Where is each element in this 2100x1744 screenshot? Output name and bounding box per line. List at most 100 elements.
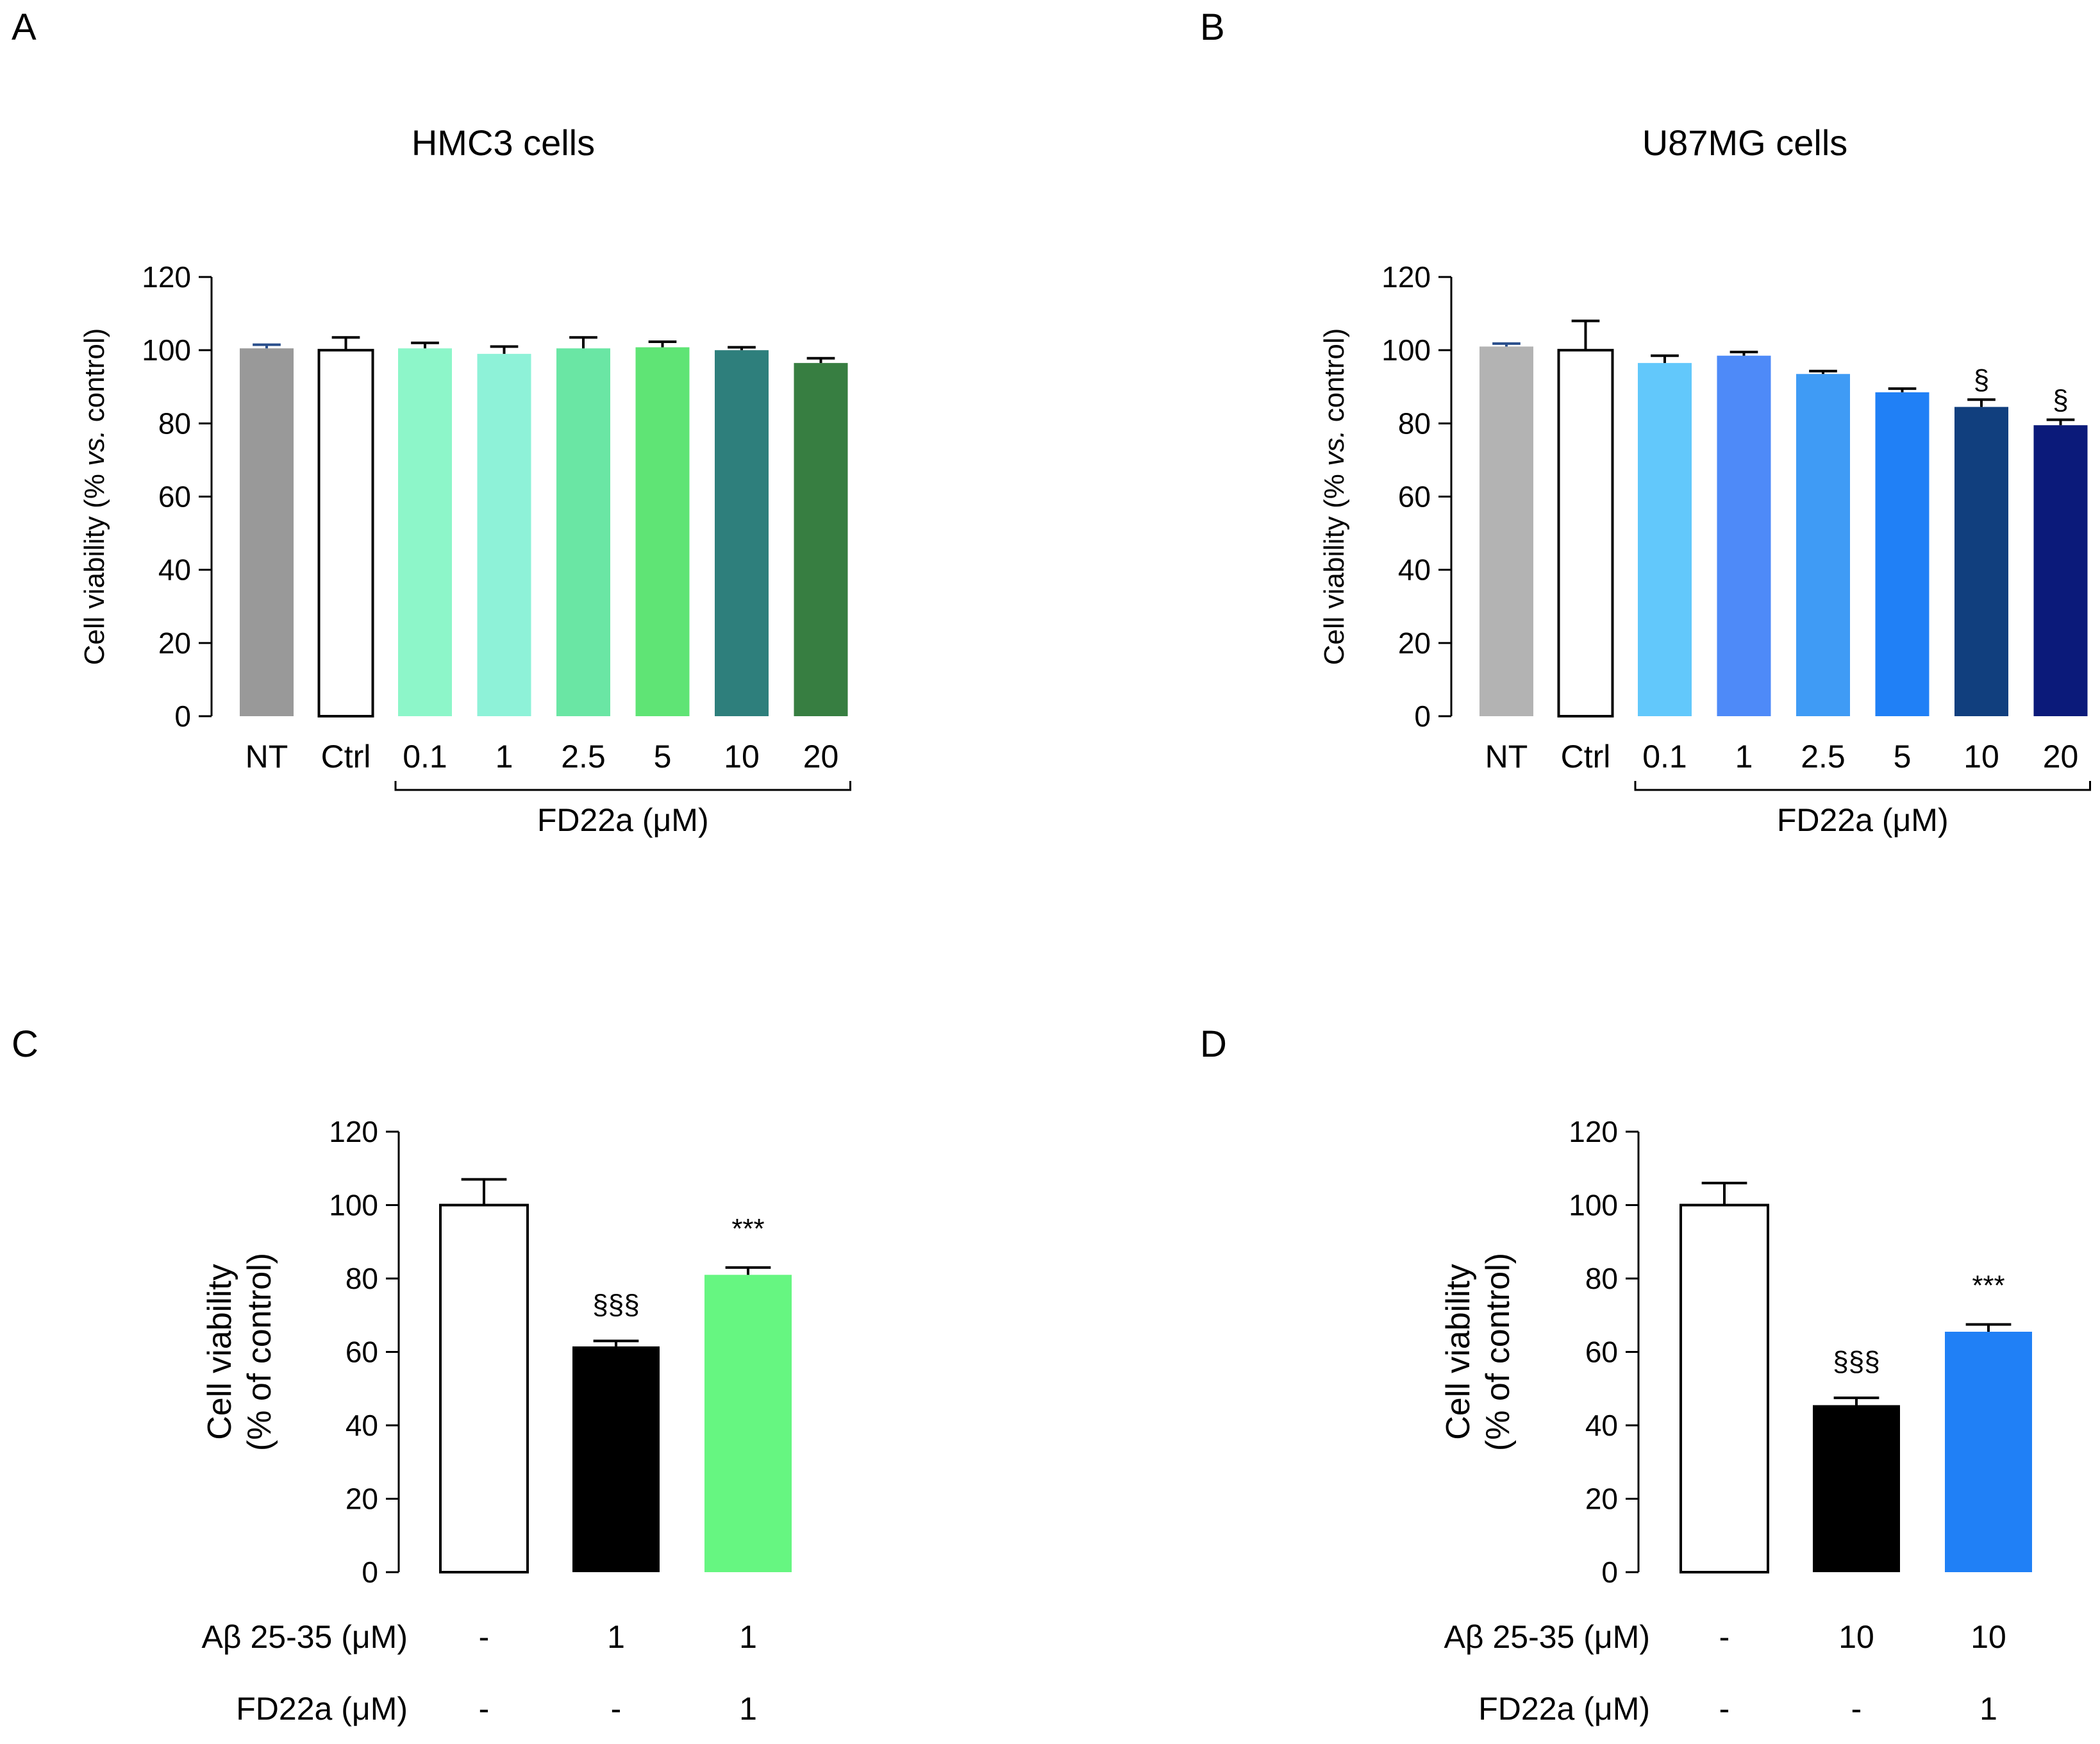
x-tick-label: 0.1 xyxy=(403,739,447,775)
chart-b: U87MG cells 0 20 40 60 80 100 120 Cell viability… xyxy=(1319,122,2091,838)
group-bracket-label: FD22a (μM) xyxy=(1777,802,1949,838)
y-axis-label-part: vs. xyxy=(1319,430,1350,466)
x-tick-label: 1 xyxy=(1735,739,1753,775)
bar xyxy=(1813,1405,1900,1572)
panel-label-c: C xyxy=(12,1023,38,1065)
y-tick-label: 60 xyxy=(1585,1336,1618,1369)
y-tick-label: 20 xyxy=(1585,1482,1618,1516)
bar xyxy=(556,348,610,716)
y-axis-label-line: Cell viability xyxy=(201,1264,238,1440)
y-axis-label-part: control) xyxy=(79,328,110,430)
panel-label-b: B xyxy=(1200,6,1225,48)
y-tick-label: 60 xyxy=(158,480,191,514)
y-tick-label: 80 xyxy=(158,407,191,440)
y-tick-label: 80 xyxy=(346,1262,378,1295)
bar xyxy=(1717,355,1771,716)
treatment-row-label: FD22a (μM) xyxy=(1478,1691,1650,1727)
significance-label: §§§ xyxy=(592,1289,639,1320)
y-axis-label-line: (% of control) xyxy=(241,1253,278,1451)
bar xyxy=(1954,407,2008,716)
y-axis-label-line: Cell viability xyxy=(1440,1264,1477,1440)
y-axis-label-part: vs. xyxy=(79,430,110,466)
significance-label: *** xyxy=(1972,1270,2004,1302)
panel-label-d: D xyxy=(1200,1023,1227,1065)
bar xyxy=(398,348,452,716)
y-tick-label: 40 xyxy=(1398,553,1431,587)
y-tick-label: 0 xyxy=(1601,1555,1618,1589)
y-tick-label: 20 xyxy=(158,626,191,660)
bar xyxy=(635,347,690,716)
treatment-row-value: 1 xyxy=(607,1619,625,1655)
x-tick-label: 1 xyxy=(496,739,513,775)
y-tick-label: 20 xyxy=(346,1482,378,1516)
bar xyxy=(240,348,294,716)
bar xyxy=(1796,374,1850,716)
bar xyxy=(1638,363,1692,716)
treatment-row-value: - xyxy=(611,1691,622,1727)
bar xyxy=(704,1275,792,1572)
x-tick-label: 10 xyxy=(724,739,760,775)
group-bracket-label: FD22a (μM) xyxy=(537,802,709,838)
treatment-row-value: - xyxy=(1851,1691,1862,1727)
y-tick-label: 100 xyxy=(1381,333,1431,367)
y-tick-label: 100 xyxy=(142,333,191,367)
chart-title: U87MG cells xyxy=(1642,122,1848,163)
y-axis-label: Cell viability (% vs. control) xyxy=(1319,328,1350,666)
x-tick-label: 10 xyxy=(1963,739,1999,775)
x-tick-label: 20 xyxy=(803,739,839,775)
panel-label-a: A xyxy=(12,6,37,48)
y-tick-label: 80 xyxy=(1398,407,1431,440)
treatment-row-value: - xyxy=(1719,1691,1730,1727)
y-tick-label: 40 xyxy=(346,1409,378,1442)
y-tick-label: 120 xyxy=(1569,1115,1618,1148)
y-tick-label: 0 xyxy=(362,1555,378,1589)
y-tick-label: 60 xyxy=(346,1336,378,1369)
y-tick-label: 120 xyxy=(329,1115,378,1148)
treatment-row-value: - xyxy=(479,1691,490,1727)
y-tick-label: 100 xyxy=(329,1189,378,1222)
treatment-row-value: 10 xyxy=(1838,1619,1874,1655)
group-bracket xyxy=(394,781,851,791)
bar xyxy=(794,363,848,716)
treatment-row-value: - xyxy=(479,1619,490,1655)
x-tick-label: 5 xyxy=(1894,739,1912,775)
bar xyxy=(1557,349,1614,717)
treatment-row-value: 10 xyxy=(1971,1619,2006,1655)
chart-d: 0 20 40 60 80 100 120 Cell viability (% of contr… xyxy=(1440,1115,2032,1727)
y-tick-label: 40 xyxy=(158,553,191,587)
significance-label: §§§ xyxy=(1833,1346,1879,1377)
x-tick-label: 20 xyxy=(2043,739,2079,775)
group-bracket xyxy=(1634,781,2091,791)
bar xyxy=(1479,346,1533,716)
bar xyxy=(439,1203,529,1573)
x-tick-label: Ctrl xyxy=(1561,739,1611,775)
x-tick-label: Ctrl xyxy=(321,739,371,775)
bar xyxy=(1679,1203,1769,1573)
bar xyxy=(317,349,374,717)
x-tick-label: 5 xyxy=(654,739,672,775)
x-tick-label: 0.1 xyxy=(1642,739,1687,775)
y-axis-label: Cell viability (% vs. control) xyxy=(79,328,110,666)
bar xyxy=(1945,1332,2032,1572)
y-axis-label-part: Cell viability (% xyxy=(1319,466,1350,666)
significance-label: § xyxy=(2053,385,2068,416)
significance-label: § xyxy=(1974,364,1989,396)
significance-label: *** xyxy=(731,1213,764,1245)
y-tick-label: 120 xyxy=(142,260,191,294)
x-tick-label: 2.5 xyxy=(561,739,606,775)
treatment-row-value: 1 xyxy=(739,1619,757,1655)
x-tick-label: NT xyxy=(246,739,288,775)
y-axis-label-part: Cell viability (% xyxy=(79,466,110,666)
y-tick-label: 80 xyxy=(1585,1262,1618,1295)
x-tick-label: NT xyxy=(1485,739,1528,775)
bar xyxy=(1875,392,1929,716)
treatment-row-value: 1 xyxy=(739,1691,757,1727)
x-tick-label: 2.5 xyxy=(1801,739,1846,775)
chart-title: HMC3 cells xyxy=(412,122,595,163)
chart-c: 0 20 40 60 80 100 120 Cell viability (% of contr… xyxy=(201,1115,792,1727)
y-tick-label: 120 xyxy=(1381,260,1431,294)
y-tick-label: 60 xyxy=(1398,480,1431,514)
y-tick-label: 0 xyxy=(1414,700,1431,733)
